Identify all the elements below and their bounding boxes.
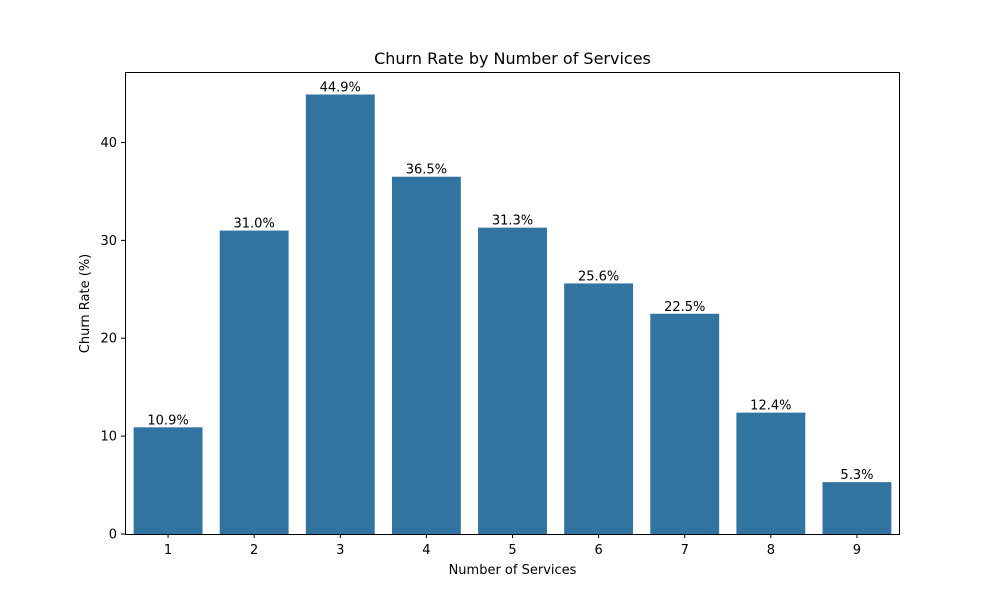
- data-label-4: 36.5%: [406, 163, 447, 178]
- x-tick-label-8: 8: [767, 543, 775, 558]
- data-label-9: 5.3%: [840, 468, 873, 483]
- data-labels-layer: 10.9% 31.0% 44.9% 36.5% 31.3% 25.6% 22.5% 12.4%…: [147, 81, 873, 484]
- bar-5: [478, 227, 547, 534]
- y-axis-label: Churn Rate (%): [78, 254, 93, 353]
- bar-6: [564, 283, 634, 534]
- bar-2: [219, 230, 289, 534]
- y-axis: 0 10 20 30 40: [100, 136, 125, 543]
- data-label-8: 12.4%: [750, 399, 791, 414]
- bar-3: [305, 94, 375, 534]
- bar-7: [650, 313, 720, 534]
- bar-4: [391, 176, 461, 535]
- x-tick-label-2: 2: [250, 543, 258, 558]
- x-tick-label-6: 6: [594, 543, 602, 558]
- bars-layer: [133, 94, 892, 535]
- x-tick-label-4: 4: [422, 543, 430, 558]
- y-tick-label-10: 10: [100, 430, 117, 445]
- x-tick-label-5: 5: [508, 543, 516, 558]
- data-label-5: 31.3%: [492, 214, 533, 229]
- data-label-1: 10.9%: [147, 413, 188, 428]
- x-tick-label-1: 1: [164, 543, 172, 558]
- data-label-6: 25.6%: [578, 269, 619, 284]
- data-label-3: 44.9%: [320, 81, 361, 96]
- y-tick-label-0: 0: [109, 528, 117, 543]
- bar-9: [822, 482, 892, 534]
- x-tick-label-9: 9: [853, 543, 861, 558]
- x-tick-label-3: 3: [336, 543, 344, 558]
- data-label-7: 22.5%: [664, 300, 705, 315]
- x-tick-label-7: 7: [681, 543, 689, 558]
- y-tick-label-30: 30: [100, 234, 117, 249]
- y-tick-label-40: 40: [100, 136, 117, 151]
- chart-title: Churn Rate by Number of Services: [374, 49, 651, 68]
- data-label-2: 31.0%: [234, 217, 275, 232]
- plot-frame: [125, 72, 900, 535]
- bar-8: [736, 412, 806, 534]
- bar-1: [133, 427, 203, 534]
- y-tick-label-20: 20: [100, 332, 117, 347]
- x-axis-label: Number of Services: [449, 563, 577, 578]
